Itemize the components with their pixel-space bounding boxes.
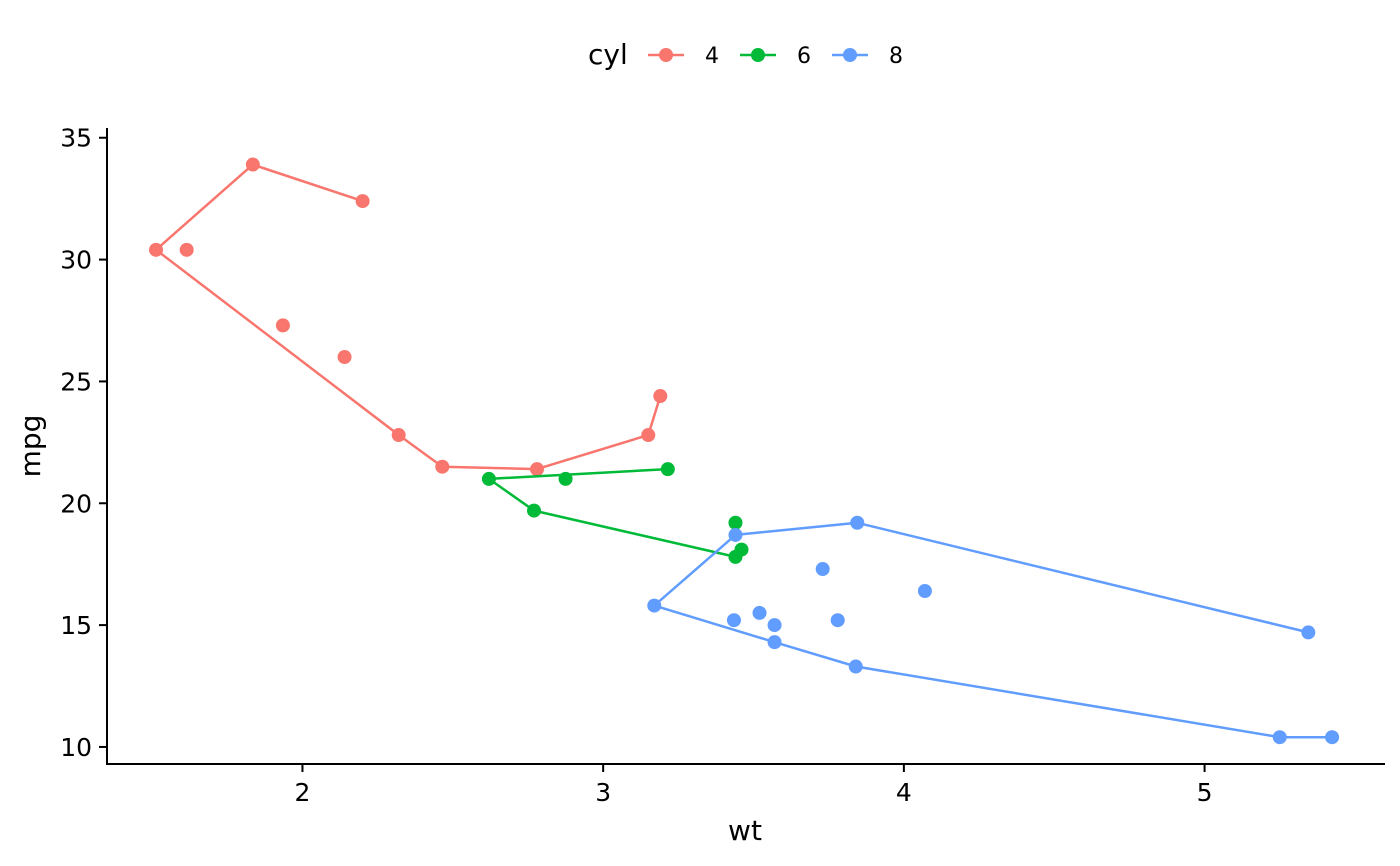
legend-item-8: 8 [832,44,903,69]
axes: 2 3 4 5 10 15 20 25 30 35 wt mpg [14,124,1385,847]
series-line-8 [653,521,1333,739]
data-point [435,459,450,474]
legend-item-4: 4 [648,44,719,69]
legend-key-point [659,48,673,62]
data-point [815,562,830,577]
data-point [728,527,743,542]
y-tick-label: 35 [60,124,92,153]
legend-key-point [843,48,857,62]
data-point [660,462,675,477]
y-tick-label: 20 [60,489,92,518]
series-8 [647,515,1340,745]
data-point [830,613,845,628]
data-point [653,389,668,404]
legend-key-point [751,48,765,62]
data-point [355,194,370,209]
data-point [1272,730,1287,745]
series-6 [481,462,749,564]
legend-label: 4 [705,44,719,69]
x-tick-label: 4 [896,778,912,807]
y-tick-label: 25 [60,367,92,396]
data-point [728,515,743,530]
series-4 [149,157,668,477]
data-point [527,503,542,518]
data-point [734,542,749,557]
data-point [850,515,865,530]
series-line-6 [487,467,743,559]
x-axis-title: wt [728,814,762,847]
data-point [245,157,260,172]
y-axis-title: mpg [14,415,47,478]
data-point [1301,625,1316,640]
x-tick-label: 2 [295,778,311,807]
y-tick-label: 15 [60,611,92,640]
series-line-4 [154,163,662,471]
data-point [1325,730,1340,745]
data-point [848,659,863,674]
data-point [767,618,782,633]
data-point [391,428,406,443]
data-point [179,242,194,257]
data-point [752,605,767,620]
legend-label: 6 [797,44,811,69]
data-point [337,350,352,365]
y-tick-label: 30 [60,246,92,275]
data-point [641,428,656,443]
data-point [481,471,496,486]
data-point [558,471,573,486]
legend-title: cyl [588,38,628,71]
x-tick-label: 5 [1197,778,1213,807]
data-point [917,583,932,598]
data-point [275,318,290,333]
y-tick-label: 10 [60,733,92,762]
legend-label: 8 [889,44,903,69]
legend: cyl 4 6 8 [588,38,903,71]
data-point [726,613,741,628]
legend-item-6: 6 [740,44,811,69]
data-point [149,242,164,257]
x-tick-label: 3 [595,778,611,807]
data-point [647,598,662,613]
data-point [530,462,545,477]
data-point [767,635,782,650]
